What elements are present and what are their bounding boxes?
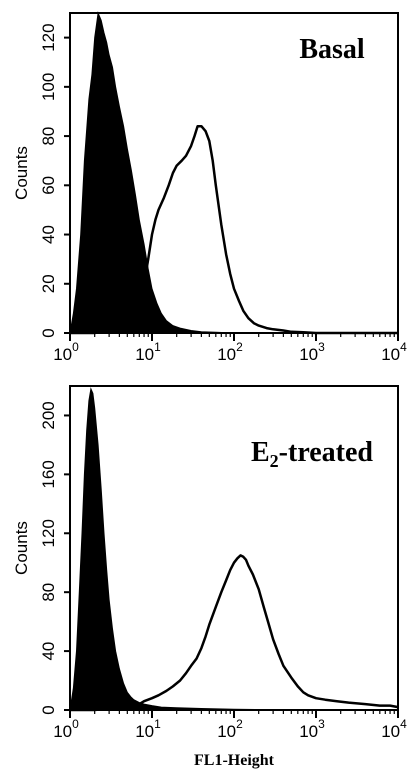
e2-treated-histogram-panel: 0 40 80 120 160 200 100 101 102 103 104 Counts E2… bbox=[12, 385, 407, 769]
e2-treated-y-tick-label: 120 bbox=[39, 519, 58, 547]
e2-treated-x-tick-label: 101 bbox=[135, 717, 161, 741]
e2-title-base: E bbox=[251, 437, 270, 468]
e2-treated-x-tick-label: 104 bbox=[381, 717, 407, 741]
basal-y-tick-label: 20 bbox=[39, 274, 58, 293]
e2-treated-y-tick-label: 80 bbox=[39, 583, 58, 602]
e2-treated-x-ticks: 100 101 102 103 104 bbox=[53, 710, 407, 741]
basal-y-ticks: 0 20 40 60 80 100 120 bbox=[39, 23, 70, 338]
basal-panel-title: Basal bbox=[299, 34, 365, 65]
basal-x-tick-label: 104 bbox=[381, 340, 407, 364]
basal-histogram-panel: 0 20 40 60 80 100 120 100 101 102 103 104 Counts B… bbox=[12, 11, 407, 364]
basal-histogram-curves bbox=[69, 11, 398, 335]
e2-treated-y-axis-label: Counts bbox=[12, 521, 31, 575]
e2-title-subscript: 2 bbox=[270, 451, 279, 471]
e2-treated-histogram-curves bbox=[69, 387, 399, 712]
e2-treated-y-tick-label: 160 bbox=[39, 460, 58, 488]
e2-treated-x-tick-label: 100 bbox=[53, 717, 79, 741]
basal-x-tick-label: 100 bbox=[53, 340, 79, 364]
e2-treated-filled-histogram bbox=[69, 387, 317, 711]
e2-treated-y-tick-label: 40 bbox=[39, 642, 58, 661]
basal-y-tick-label: 100 bbox=[39, 73, 58, 101]
basal-y-tick-label: 60 bbox=[39, 176, 58, 195]
basal-x-ticks: 100 101 102 103 104 bbox=[53, 333, 407, 364]
e2-treated-y-tick-label: 200 bbox=[39, 401, 58, 429]
basal-y-tick-label: 120 bbox=[39, 23, 58, 51]
basal-outline-histogram bbox=[70, 124, 398, 335]
basal-filled-histogram bbox=[69, 11, 235, 334]
e2-treated-panel-title: E2-treated bbox=[251, 437, 373, 471]
e2-treated-y-ticks: 0 40 80 120 160 200 bbox=[39, 401, 70, 715]
basal-y-axis-label: Counts bbox=[12, 146, 31, 200]
basal-y-tick-label: 40 bbox=[39, 225, 58, 244]
basal-x-tick-label: 103 bbox=[299, 340, 325, 364]
e2-treated-plot-frame bbox=[69, 385, 399, 711]
e2-treated-outline-histogram bbox=[70, 554, 399, 712]
e2-treated-x-tick-label: 102 bbox=[217, 717, 243, 741]
basal-x-tick-label: 102 bbox=[217, 340, 243, 364]
e2-title-rest: -treated bbox=[279, 437, 374, 468]
basal-y-tick-label: 0 bbox=[39, 328, 58, 337]
e2-treated-y-tick-label: 0 bbox=[39, 705, 58, 714]
e2-treated-x-tick-label: 103 bbox=[299, 717, 325, 741]
basal-y-tick-label: 80 bbox=[39, 127, 58, 146]
x-axis-label: FL1-Height bbox=[194, 752, 275, 769]
basal-x-tick-label: 101 bbox=[135, 340, 161, 364]
